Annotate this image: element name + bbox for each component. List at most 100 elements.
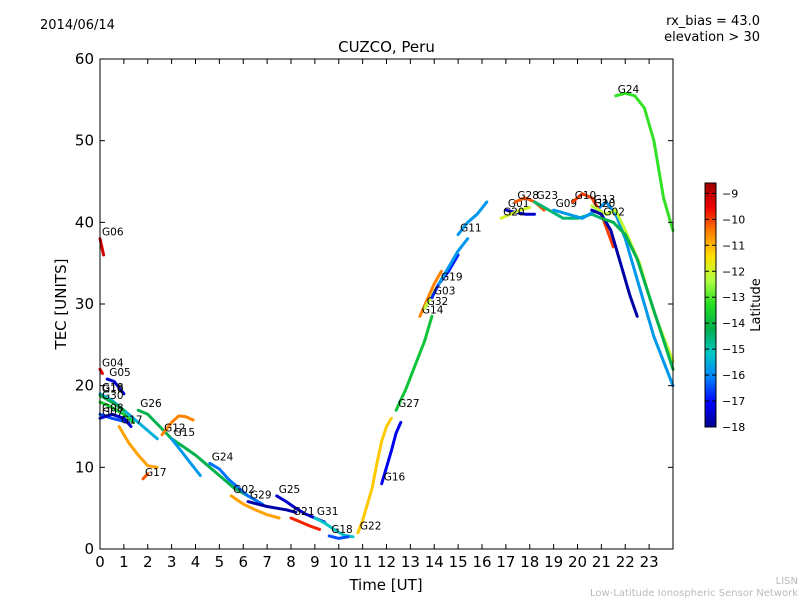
- x-tick-label: 16: [472, 553, 491, 571]
- series-line-g10: [98, 394, 126, 412]
- series-line-g16: [380, 420, 403, 486]
- x-tick-label: 1: [119, 553, 129, 571]
- y-tick-label: 10: [75, 458, 94, 476]
- y-axis-label: TEC [UNITS]: [52, 259, 70, 351]
- footer: LISN Low-Latitude Ionospheric Sensor Net…: [590, 576, 800, 600]
- series-line-g05: [105, 377, 126, 396]
- colorbar-tick-label: −10: [722, 213, 745, 226]
- series-line-g19: [437, 237, 470, 286]
- x-tick-label: 4: [191, 553, 201, 571]
- series-label-g14: G14: [422, 304, 444, 316]
- x-tick-label: 2: [143, 553, 153, 571]
- series-line-g12: [160, 414, 195, 437]
- series-label-g26: G26: [140, 398, 162, 410]
- y-tick-label: 40: [75, 213, 94, 231]
- series-line-g15: [170, 437, 202, 477]
- series-label-g08: G08: [102, 402, 124, 414]
- x-tick-label: 17: [496, 553, 515, 571]
- series-line-g18: [98, 392, 159, 441]
- series-line-g02: [229, 494, 281, 520]
- series-label-g21: G21: [293, 506, 315, 518]
- series-label-g13: G13: [594, 194, 616, 206]
- colorbar-tick-label: −16: [722, 369, 745, 382]
- colorbar-tick-label: −13: [722, 291, 745, 304]
- x-tick-label: 11: [353, 553, 372, 571]
- x-tick-label: 3: [167, 553, 177, 571]
- colorbar-tick-label: −15: [722, 343, 745, 356]
- series-line-g17: [117, 425, 159, 469]
- info-block: rx_bias = 43.0 elevation > 30: [664, 14, 760, 46]
- x-tick-label: 6: [238, 553, 248, 571]
- x-tick-label: 14: [425, 553, 444, 571]
- x-tick-label: 21: [592, 553, 611, 571]
- series-line-g13: [590, 204, 675, 363]
- x-tick-label: 8: [286, 553, 296, 571]
- rx-bias-label: rx_bias = 43.0: [666, 14, 760, 29]
- x-tick-label: 18: [520, 553, 539, 571]
- series-label-g27: G27: [398, 398, 420, 410]
- x-tick-label: 13: [401, 553, 420, 571]
- series-label-g02b: G02: [603, 206, 625, 218]
- y-tick-label: 20: [75, 377, 94, 395]
- series-label-g24: G24: [212, 451, 234, 463]
- y-tick-label: 50: [75, 132, 94, 150]
- x-tick-label: 19: [544, 553, 563, 571]
- x-tick-label: 22: [616, 553, 635, 571]
- series-label-g04: G04: [102, 357, 124, 369]
- series-label-g10: G10: [102, 384, 124, 396]
- y-tick-label: 30: [75, 295, 94, 313]
- series-label-g16: G16: [384, 472, 406, 484]
- series-label-g32: G32: [427, 296, 449, 308]
- series-line-g06: [98, 237, 106, 257]
- colorbar-label: Latitude: [749, 278, 764, 332]
- series-line-g09: [552, 200, 675, 388]
- y-tick-label: 60: [75, 50, 94, 68]
- series-label-g15: G15: [174, 427, 196, 439]
- series-label-g18c: G18: [331, 524, 353, 536]
- colorbar-tick-label: −9: [722, 187, 738, 200]
- series-line-g24b: [614, 91, 675, 232]
- series-label-g25: G25: [279, 484, 301, 496]
- colorbar-tick-label: −12: [722, 265, 745, 278]
- x-tick-label: 23: [640, 553, 659, 571]
- series-label-g24b: G24: [618, 84, 640, 96]
- series-line-g10b: [571, 192, 615, 249]
- series-label-g03: G03: [434, 286, 456, 298]
- colorbar: [704, 182, 717, 428]
- series-label-g02: G02: [233, 484, 255, 496]
- x-axis-label: Time [UT]: [348, 576, 422, 594]
- colorbar-tick-label: −11: [722, 239, 745, 252]
- series-line-g11: [456, 200, 489, 237]
- series-line-g30: [98, 400, 135, 424]
- series-line-g22: [356, 416, 393, 535]
- series-label-g23: G23: [537, 190, 559, 202]
- series-label-g20b: G20: [594, 198, 616, 210]
- x-tick-label: 12: [377, 553, 396, 571]
- chart-title: CUZCO, Peru: [338, 38, 435, 56]
- series-label-g11: G11: [460, 223, 482, 235]
- x-tick-label: 20: [568, 553, 587, 571]
- series-label-g30: G30: [102, 390, 124, 402]
- series-line-g07: [98, 412, 133, 428]
- footer-line-1: LISN: [775, 576, 798, 587]
- series-label-g29: G29: [250, 490, 272, 502]
- x-tick-label: 10: [329, 553, 348, 571]
- x-tick-label: 9: [310, 553, 320, 571]
- y-tick-label: 0: [84, 540, 94, 558]
- elevation-label: elevation > 30: [664, 30, 760, 45]
- x-tick-label: 15: [449, 553, 468, 571]
- series-label-g12: G12: [164, 423, 186, 435]
- series-line-g20b: [590, 208, 639, 318]
- series-label-g31: G31: [317, 506, 339, 518]
- series-line-g24: [208, 461, 264, 506]
- series-label-g17: G17: [121, 415, 143, 427]
- series-label-g05: G05: [109, 367, 131, 379]
- series-label-g10b: G10: [575, 190, 597, 202]
- series-label-g22: G22: [360, 521, 382, 533]
- colorbar-tick-label: −14: [722, 317, 745, 330]
- series-label-g18: G18: [102, 382, 124, 394]
- series-line-g27: [394, 314, 434, 412]
- series-line-g20: [499, 206, 532, 220]
- x-tick-label: 7: [262, 553, 272, 571]
